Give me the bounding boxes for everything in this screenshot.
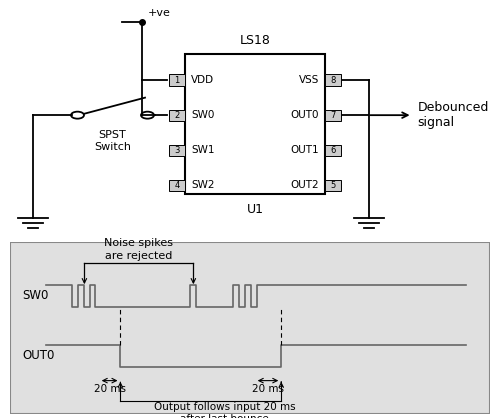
Bar bbox=[169, 74, 185, 86]
Text: 6: 6 bbox=[330, 146, 336, 155]
Text: 2: 2 bbox=[174, 111, 180, 120]
Text: Debounced
signal: Debounced signal bbox=[418, 101, 489, 129]
Text: Noise spikes
are rejected: Noise spikes are rejected bbox=[104, 238, 174, 261]
Text: VSS: VSS bbox=[298, 75, 319, 85]
Text: 20 ms: 20 ms bbox=[252, 384, 284, 394]
Text: OUT1: OUT1 bbox=[290, 145, 319, 155]
Bar bbox=[325, 145, 341, 156]
Text: SW1: SW1 bbox=[191, 145, 214, 155]
Text: 7: 7 bbox=[330, 111, 336, 120]
Bar bbox=[325, 180, 341, 191]
Bar bbox=[169, 180, 185, 191]
Text: SW2: SW2 bbox=[191, 180, 214, 190]
Text: SPST
Switch: SPST Switch bbox=[94, 130, 131, 153]
Text: SW0: SW0 bbox=[22, 290, 48, 303]
Text: 8: 8 bbox=[330, 76, 336, 84]
Text: OUT0: OUT0 bbox=[22, 349, 54, 362]
Text: 20 ms: 20 ms bbox=[94, 384, 126, 394]
Text: Output follows input 20 ms
after last bounce: Output follows input 20 ms after last bo… bbox=[154, 402, 296, 418]
Text: 3: 3 bbox=[174, 146, 180, 155]
Text: VDD: VDD bbox=[191, 75, 214, 85]
Text: OUT2: OUT2 bbox=[290, 180, 319, 190]
Bar bbox=[169, 110, 185, 121]
Text: OUT0: OUT0 bbox=[290, 110, 319, 120]
Text: SW0: SW0 bbox=[191, 110, 214, 120]
Bar bbox=[325, 74, 341, 86]
Text: 5: 5 bbox=[330, 181, 336, 190]
Text: U1: U1 bbox=[246, 204, 264, 217]
Text: +ve: +ve bbox=[148, 8, 171, 18]
Text: 4: 4 bbox=[174, 181, 180, 190]
Bar bbox=[169, 145, 185, 156]
Bar bbox=[325, 110, 341, 121]
Text: LS18: LS18 bbox=[240, 34, 270, 47]
Text: 1: 1 bbox=[174, 76, 180, 84]
Bar bbox=[185, 54, 325, 194]
